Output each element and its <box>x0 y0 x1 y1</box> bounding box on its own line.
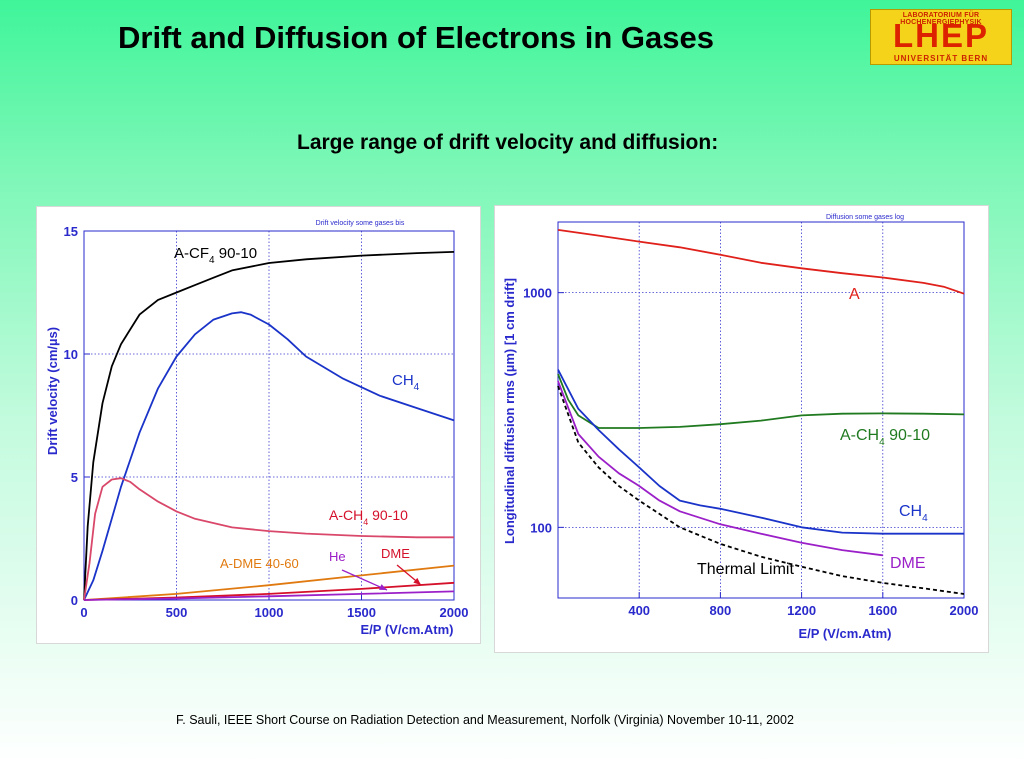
y-tick-label: 1000 <box>523 286 552 301</box>
series-a-cf4-90-10 <box>83 251 455 601</box>
y-tick-label: 5 <box>71 470 78 485</box>
chart-corner-caption: Diffusion some gases log <box>826 214 904 221</box>
plot-frame <box>557 221 965 599</box>
series-label-ch4: CH4 <box>899 503 928 524</box>
series-label-thermal-limit: Thermal Limit <box>697 561 794 578</box>
y-tick-label: 15 <box>64 224 78 239</box>
x-tick-label: 2000 <box>950 603 979 618</box>
series-label-dme: DME <box>381 546 410 561</box>
label-arrow <box>341 569 388 591</box>
label-arrowhead <box>413 577 421 585</box>
series-label-a-ch4-90-10: A-CH4 90-10 <box>329 507 408 527</box>
series-a-ch4-90-10 <box>83 477 454 601</box>
x-axis-label: E/P (V/cm.Atm) <box>799 626 892 641</box>
y-tick-label: 100 <box>530 520 552 535</box>
y-tick-label: 0 <box>71 593 78 608</box>
label-arrowhead <box>379 584 387 590</box>
series-label-dme: DME <box>890 555 926 572</box>
plot-frame <box>83 230 455 601</box>
x-tick-label: 1600 <box>868 603 897 618</box>
logo-bottom-text: UNIVERSITÄT BERN <box>893 54 989 63</box>
chart-corner-caption: Drift velocity some gases bis <box>316 220 405 227</box>
series-label-ch4: CH4 <box>392 372 420 393</box>
diffusion-chart-panel: 400 800 1200 1600 2000 100 1000 E/P (V/cm.Atm) L… <box>494 205 989 653</box>
lhep-logo: LABORATORIUM FÜR HOCHENERGIEPHYSIK LHEP … <box>870 9 1012 65</box>
x-tick-label: 0 <box>80 605 87 620</box>
x-tick-label: 1000 <box>255 605 284 620</box>
series-he <box>83 590 455 601</box>
series-label-a: A <box>849 286 860 303</box>
logo-main-text: LHEP <box>892 17 989 54</box>
series-a-ch4-90-10 <box>557 373 965 429</box>
series-ch4 <box>83 311 455 601</box>
series-a-dme-40-60 <box>83 564 455 601</box>
x-tick-label: 1200 <box>787 603 816 618</box>
series-label-a-ch4-90-10: A-CH4 90-10 <box>840 427 930 448</box>
series-ch4 <box>557 369 964 535</box>
x-tick-label: 800 <box>710 603 732 618</box>
y-tick-label: 10 <box>64 347 78 362</box>
y-axis-label: Longitudinal diffusion rms (µm) [1 cm dr… <box>502 278 517 544</box>
y-axis-label: Drift velocity (cm/µs) <box>45 327 60 455</box>
drift-velocity-chart-panel: 0 500 1000 1500 2000 0 5 10 15 E/P (V/cm.Atm) Drif… <box>36 206 481 644</box>
series-dme <box>557 380 883 557</box>
series-label-a-dme-40-60: A-DME 40-60 <box>220 556 299 571</box>
series-thermal-limit <box>557 385 965 595</box>
series-label-a-cf4-90-10: A-CF4 90-10 <box>174 245 257 266</box>
series-a <box>557 229 965 295</box>
x-tick-label: 1500 <box>347 605 376 620</box>
x-axis-label: E/P (V/cm.Atm) <box>361 622 454 637</box>
slide-subtitle: Large range of drift velocity and diffus… <box>297 131 719 154</box>
logo-top-text: LABORATORIUM FÜR HOCHENERGIEPHYSIK <box>900 12 982 26</box>
diffusion-chart: 400 800 1200 1600 2000 100 1000 E/P (V/cm.Atm) L… <box>502 214 979 641</box>
x-tick-label: 400 <box>628 603 650 618</box>
slide-title: Drift and Diffusion of Electrons in Gase… <box>118 20 714 55</box>
series-label-he: He <box>329 549 346 564</box>
drift-velocity-chart: 0 500 1000 1500 2000 0 5 10 15 E/P (V/cm.Atm) Drif… <box>45 220 469 637</box>
x-tick-label: 2000 <box>440 605 469 620</box>
x-tick-label: 500 <box>166 605 188 620</box>
slide-footer: F. Sauli, IEEE Short Course on Radiation… <box>176 713 794 727</box>
